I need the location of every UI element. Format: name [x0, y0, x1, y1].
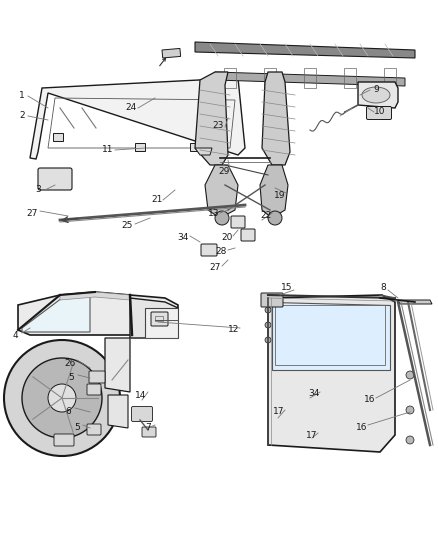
Polygon shape: [358, 82, 398, 108]
Text: 3: 3: [35, 185, 41, 195]
Polygon shape: [22, 295, 90, 332]
Polygon shape: [18, 292, 178, 335]
Circle shape: [265, 322, 271, 328]
Text: 23: 23: [212, 120, 224, 130]
Circle shape: [406, 406, 414, 414]
Text: 10: 10: [374, 108, 386, 117]
Text: 14: 14: [135, 391, 147, 400]
Text: 27: 27: [209, 263, 221, 272]
Circle shape: [406, 371, 414, 379]
Bar: [53, 133, 63, 141]
Circle shape: [48, 384, 76, 412]
Text: 13: 13: [208, 208, 220, 217]
Bar: [275, 305, 385, 365]
FancyBboxPatch shape: [142, 427, 156, 437]
Circle shape: [268, 211, 282, 225]
Circle shape: [265, 337, 271, 343]
FancyBboxPatch shape: [261, 293, 283, 307]
FancyBboxPatch shape: [87, 384, 101, 395]
Polygon shape: [195, 148, 212, 155]
FancyBboxPatch shape: [367, 107, 392, 119]
Polygon shape: [195, 42, 415, 58]
FancyArrowPatch shape: [160, 58, 166, 66]
Text: 25: 25: [121, 222, 133, 230]
Bar: [384, 68, 396, 88]
Polygon shape: [130, 298, 178, 338]
Polygon shape: [30, 78, 245, 159]
FancyBboxPatch shape: [201, 244, 217, 256]
FancyBboxPatch shape: [151, 312, 168, 326]
Circle shape: [265, 307, 271, 313]
Text: 19: 19: [274, 190, 286, 199]
Text: 28: 28: [215, 247, 227, 256]
FancyBboxPatch shape: [231, 216, 245, 228]
Text: 2: 2: [19, 111, 25, 120]
Bar: [304, 68, 316, 88]
Text: 9: 9: [373, 85, 379, 94]
Text: 5: 5: [68, 374, 74, 383]
Bar: [155, 316, 163, 321]
Text: 27: 27: [26, 208, 38, 217]
Text: 34: 34: [177, 233, 189, 243]
Circle shape: [4, 340, 120, 456]
Ellipse shape: [362, 87, 390, 103]
Text: 7: 7: [145, 424, 151, 432]
Bar: [344, 68, 356, 88]
Polygon shape: [108, 395, 128, 428]
Circle shape: [406, 436, 414, 444]
Text: 8: 8: [380, 284, 386, 293]
Polygon shape: [205, 165, 238, 218]
Polygon shape: [105, 338, 130, 392]
Text: 21: 21: [151, 196, 162, 205]
Text: 34: 34: [308, 389, 320, 398]
Text: 26: 26: [64, 359, 76, 367]
FancyBboxPatch shape: [54, 434, 74, 446]
Circle shape: [22, 358, 102, 438]
Text: 12: 12: [228, 326, 240, 335]
Bar: [135, 143, 145, 151]
Polygon shape: [215, 72, 405, 86]
Polygon shape: [145, 308, 178, 338]
Polygon shape: [272, 302, 390, 370]
Text: 17: 17: [306, 431, 318, 440]
Polygon shape: [398, 300, 432, 304]
Text: 1: 1: [19, 92, 25, 101]
Bar: [224, 68, 236, 88]
Polygon shape: [60, 292, 130, 300]
Polygon shape: [262, 72, 290, 165]
Text: 22: 22: [260, 211, 272, 220]
Text: 5: 5: [74, 424, 80, 432]
FancyBboxPatch shape: [89, 371, 105, 383]
FancyBboxPatch shape: [131, 407, 152, 422]
Polygon shape: [195, 72, 228, 165]
Polygon shape: [260, 165, 288, 218]
Text: 11: 11: [102, 146, 114, 155]
Bar: [264, 68, 276, 88]
Text: 16: 16: [356, 424, 368, 432]
Text: 29: 29: [218, 167, 230, 176]
FancyBboxPatch shape: [38, 168, 72, 190]
Text: 24: 24: [125, 103, 137, 112]
Text: 15: 15: [281, 284, 293, 293]
Text: 4: 4: [12, 330, 18, 340]
Text: 17: 17: [273, 408, 285, 416]
Text: 20: 20: [221, 233, 233, 243]
Circle shape: [215, 211, 229, 225]
Text: 16: 16: [364, 395, 376, 405]
FancyBboxPatch shape: [241, 229, 255, 241]
Bar: [190, 143, 200, 151]
FancyBboxPatch shape: [87, 424, 101, 435]
Text: 6: 6: [65, 408, 71, 416]
Polygon shape: [268, 295, 395, 452]
Bar: [162, 49, 180, 58]
